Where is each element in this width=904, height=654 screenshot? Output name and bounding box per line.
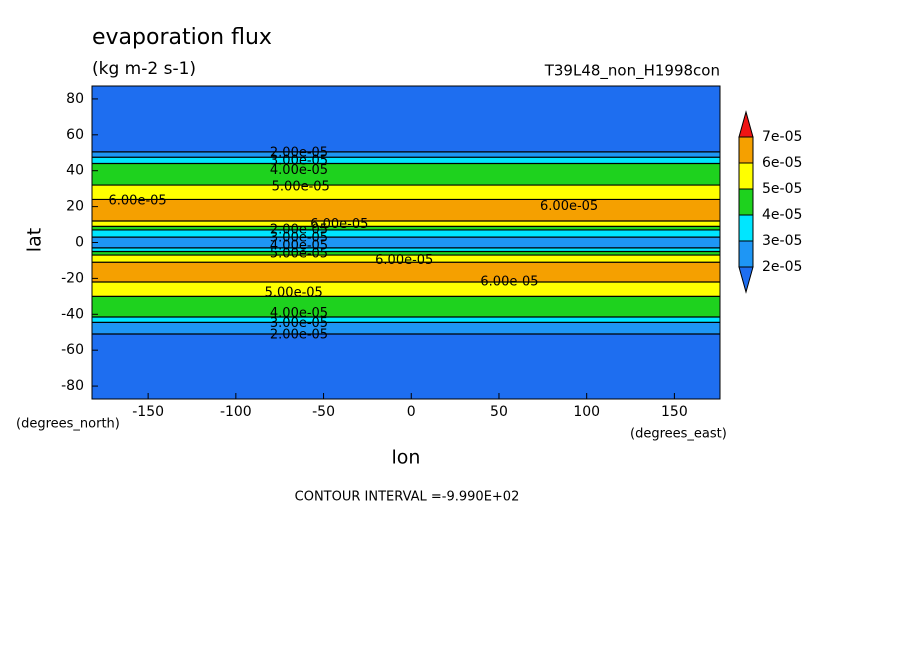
contour-band <box>92 229 720 235</box>
contour-band <box>92 303 720 312</box>
y-tick-label: -80 <box>61 378 84 394</box>
contour-band <box>92 240 720 245</box>
contour-label: 3.00e-05 <box>270 231 328 246</box>
contour-band <box>92 251 720 256</box>
contour-band <box>92 86 720 119</box>
colorbar-triangle <box>738 110 754 138</box>
contour-band <box>92 274 720 283</box>
contour-band <box>92 233 720 238</box>
contour-band <box>92 367 720 400</box>
contour-band <box>92 322 720 330</box>
contour-label: 6.00e-05 <box>109 194 167 209</box>
colorbar-label: 4e-05 <box>762 207 802 223</box>
x-tick-label: -50 <box>312 404 335 420</box>
contour-label: 3.00e-05 <box>270 153 328 168</box>
contour-band <box>92 206 720 215</box>
run-label: T39L48_non_H1998con <box>544 62 720 81</box>
chart-title: evaporation flux <box>92 25 272 50</box>
colorbar-label: 6e-05 <box>762 155 802 171</box>
contour-band <box>92 328 720 335</box>
contour-band <box>92 244 720 249</box>
contour-band <box>92 296 720 305</box>
x-tick-label: 0 <box>407 404 416 420</box>
contour-band <box>92 151 720 158</box>
x-tick-label: -100 <box>220 404 252 420</box>
y-units: (degrees_north) <box>16 417 120 432</box>
y-tick-label: -60 <box>61 342 84 358</box>
contour-band <box>92 163 720 172</box>
contour-label: 3.00e-05 <box>270 316 328 331</box>
y-tick-label: 80 <box>66 91 84 107</box>
y-tick-label: -40 <box>61 306 84 322</box>
contour-band <box>92 117 720 153</box>
x-tick-label: 150 <box>661 404 688 420</box>
colorbar-box <box>738 136 754 164</box>
contour-band <box>92 199 720 208</box>
contour-label: 2.00e-05 <box>270 327 328 342</box>
contour-band <box>92 334 720 368</box>
colorbar-label: 3e-05 <box>762 233 802 249</box>
contour-label: 5.00e-05 <box>265 285 323 300</box>
colorbar-label: 5e-05 <box>762 181 802 197</box>
colorbar-box <box>738 188 754 216</box>
contour-band <box>92 192 720 200</box>
contour-band <box>92 281 720 290</box>
contour-label: 4.00e-05 <box>270 239 328 254</box>
x-tick-label: -150 <box>132 404 164 420</box>
contour-band <box>92 185 720 193</box>
contour-label: 5.00e-05 <box>270 247 328 262</box>
contour-label: 4.00e-05 <box>270 306 328 321</box>
contour-label: 2.00e-05 <box>270 145 328 160</box>
colorbar-box <box>738 162 754 190</box>
colorbar-label: 7e-05 <box>762 129 802 145</box>
x-tick-label: 100 <box>573 404 600 420</box>
y-tick-label: 60 <box>66 127 84 143</box>
x-units: (degrees_east) <box>630 427 727 442</box>
contour-band <box>92 226 720 231</box>
colorbar-label: 2e-05 <box>762 259 802 275</box>
contour-band <box>92 316 720 323</box>
contour-label: 4.00e-05 <box>270 163 328 178</box>
contour-label: 5.00e-05 <box>272 179 330 194</box>
contour-band <box>92 310 720 318</box>
contour-label: 6.00e-05 <box>480 274 538 289</box>
contour-label: 2.00e-05 <box>270 222 328 237</box>
footer: CONTOUR INTERVAL =-9.990E+02 <box>295 490 520 505</box>
y-axis-label: lat <box>24 228 46 252</box>
contour-band <box>92 289 720 297</box>
contour-band <box>92 262 720 269</box>
contour-band <box>92 170 720 179</box>
x-tick-label: 50 <box>490 404 508 420</box>
plot-area <box>92 86 720 400</box>
contour-band <box>92 177 720 186</box>
contour-band <box>92 220 720 227</box>
y-tick-label: -20 <box>61 270 84 286</box>
colorbar-box <box>738 240 754 268</box>
colorbar-box <box>738 214 754 242</box>
contour-band <box>92 267 720 276</box>
contour-band <box>92 247 720 252</box>
contour-label: 6.00e-05 <box>375 253 433 268</box>
y-tick-label: 20 <box>66 199 84 215</box>
contour-band <box>92 157 720 165</box>
contour-band <box>92 255 720 260</box>
x-axis-label: lon <box>392 447 421 469</box>
contour-label: 6.00e-05 <box>310 217 368 232</box>
contour-label: 6.00e-05 <box>540 199 598 214</box>
y-tick-label: 0 <box>75 235 84 251</box>
contour-band <box>92 213 720 222</box>
y-tick-label: 40 <box>66 163 84 179</box>
contour-band <box>92 237 720 242</box>
contour-band <box>92 258 720 263</box>
chart-subtitle: (kg m-2 s-1) <box>92 59 196 79</box>
